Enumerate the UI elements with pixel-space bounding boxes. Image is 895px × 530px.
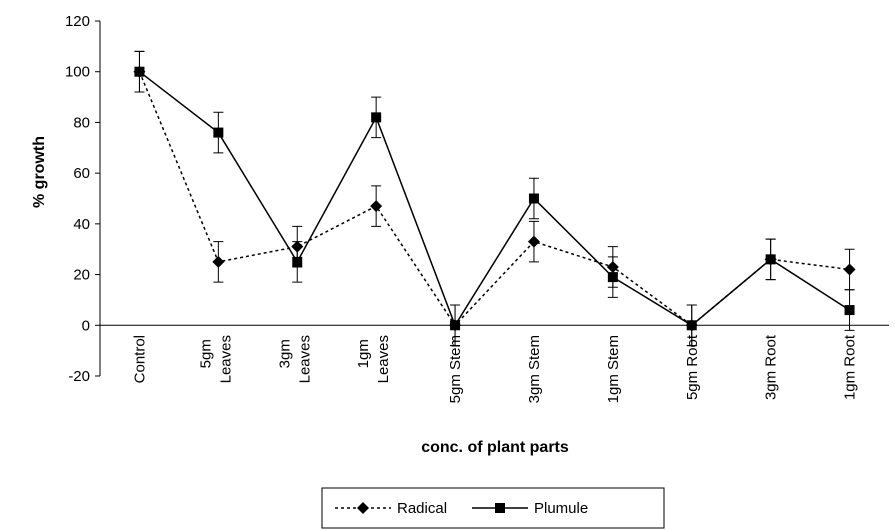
y-tick-label: 60: [73, 165, 90, 182]
x-tick-label: 1gm Leaves: [355, 335, 392, 383]
x-tick-label: Control: [131, 335, 148, 383]
x-tick-label: 5gm Leaves: [197, 335, 234, 383]
marker: [495, 503, 505, 513]
x-tick-label: 3gm Root: [763, 334, 780, 400]
marker: [844, 305, 855, 316]
marker: [292, 256, 303, 267]
marker: [134, 66, 145, 77]
legend-label: Radical: [397, 500, 447, 517]
y-tick-label: 20: [73, 267, 90, 284]
x-tick-label: 1gm Stem: [605, 335, 622, 403]
marker: [843, 263, 856, 276]
x-tick-label: 5gm Stem: [447, 335, 464, 403]
y-tick-label: 120: [65, 13, 90, 30]
y-tick-label: 0: [82, 317, 90, 334]
marker: [765, 254, 776, 265]
series-line: [138, 71, 850, 327]
legend-label: Plumule: [534, 500, 588, 517]
series-line: [138, 71, 850, 327]
marker: [528, 193, 539, 204]
marker: [686, 320, 697, 331]
x-tick-label: 3gm Stem: [526, 335, 543, 403]
marker: [357, 502, 369, 514]
marker: [370, 200, 383, 213]
marker: [527, 235, 540, 248]
x-tick-label: 5gm Root: [684, 334, 701, 400]
marker: [371, 112, 382, 123]
y-tick-label: 100: [65, 64, 90, 81]
x-axis-label: conc. of plant parts: [421, 439, 569, 456]
marker: [213, 127, 224, 138]
x-tick-label: 3gm Leaves: [276, 335, 313, 383]
legend-box: [321, 487, 665, 529]
y-tick-label: 80: [73, 114, 90, 131]
y-tick-label: -20: [68, 368, 90, 385]
marker: [212, 255, 225, 268]
marker: [450, 320, 461, 331]
y-tick-label: 40: [73, 216, 90, 233]
x-tick-label: 1gm Root: [842, 334, 859, 400]
marker: [607, 272, 618, 283]
y-axis-label: % growth: [31, 136, 48, 208]
